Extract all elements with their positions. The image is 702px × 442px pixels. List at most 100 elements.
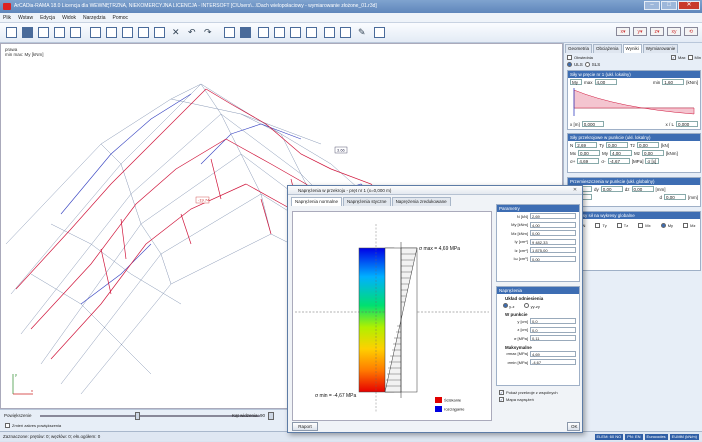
menu-item-plik[interactable]: Plik <box>3 15 12 21</box>
force-diagram <box>573 88 695 116</box>
view-x-button[interactable]: x▾ <box>616 27 630 36</box>
layers-icon[interactable] <box>340 27 351 38</box>
diagram-my-radio[interactable]: My <box>658 222 673 229</box>
tab-shear-stress[interactable]: Naprężenia styczne <box>343 197 391 206</box>
bar-icon[interactable] <box>122 27 133 38</box>
obwiednia-checkbox[interactable]: Obwiednia <box>567 54 593 61</box>
min-field[interactable]: 1,60 <box>662 79 685 85</box>
menu-item-narzedzia[interactable]: Narzędzia <box>82 15 106 21</box>
yy-zy-radio[interactable]: yy-zy <box>524 303 540 309</box>
view-3d-icon[interactable] <box>274 27 285 38</box>
tab-obciazenia[interactable]: Obciążenia <box>593 44 622 53</box>
tab-geometria[interactable]: Geometria <box>565 44 593 53</box>
load-icon[interactable] <box>154 27 165 38</box>
parameters-title: Parametry <box>497 205 579 212</box>
zoom-slider[interactable] <box>40 415 260 417</box>
tz-field[interactable]: 0,00 <box>637 142 660 148</box>
tools-icon[interactable]: ✎ <box>358 27 366 37</box>
menu-item-pomoc[interactable]: Pomoc <box>112 15 129 21</box>
diagram-ty-checkbox[interactable]: Ty <box>592 222 607 229</box>
save-icon[interactable] <box>38 27 49 38</box>
status-badge-pn: PN: EN <box>625 434 643 440</box>
undo-icon[interactable]: ↶ <box>188 27 196 37</box>
sigma-x-button[interactable]: σ [x] <box>645 158 660 164</box>
tab-wymiarowanie[interactable]: Wymiarowanie <box>642 44 679 53</box>
sls-radio[interactable] <box>584 62 590 67</box>
tab-reduced-stress[interactable]: Naprężenia zredukowane <box>391 197 451 206</box>
menu-item-widok[interactable]: Widok <box>62 15 76 21</box>
n-field[interactable]: 2,69 <box>575 142 598 148</box>
dialog-close-icon[interactable]: ✕ <box>572 187 578 193</box>
d-field[interactable]: 0,00 <box>664 194 686 200</box>
point-z-field[interactable]: 0,0 <box>530 326 576 333</box>
max-checkbox[interactable]: ✓ Max <box>670 55 686 60</box>
ok-button[interactable]: OK <box>567 422 580 431</box>
my-field[interactable]: 4,00 <box>610 150 632 156</box>
param-my: 4,00 <box>530 221 576 228</box>
settings-icon[interactable] <box>374 27 385 38</box>
view-y-button[interactable]: y▾ <box>633 27 647 36</box>
show-sections-checkbox[interactable]: ✓ Pokaż przekroje z wspólnych <box>499 390 558 395</box>
uls-radio[interactable] <box>567 62 572 67</box>
support-icon[interactable] <box>138 27 149 38</box>
x-field[interactable]: 0,000 <box>581 121 604 127</box>
view-z-button[interactable]: z▾ <box>650 27 664 36</box>
sigma-plus-field[interactable]: 4,69 <box>577 158 600 164</box>
view-angle-handle[interactable] <box>268 412 274 420</box>
xl-field[interactable]: 0,000 <box>676 121 698 127</box>
mz-field[interactable]: 0,00 <box>642 150 664 156</box>
dy-field[interactable]: 0,00 <box>600 186 623 192</box>
frame-icon[interactable] <box>90 27 101 38</box>
tab-normal-stress[interactable]: Naprężenia normalne <box>291 197 343 206</box>
menu-item-edycja[interactable]: Edycja <box>40 15 56 21</box>
zoom-label: Powiększenie <box>4 413 32 418</box>
point-y-field[interactable]: 0,0 <box>530 318 576 325</box>
report-icon[interactable] <box>324 27 335 38</box>
forces-section-title: Siły w pręcie nr 1 (ukł. lokalny) <box>568 71 700 78</box>
param-iy: 9 482,33 <box>530 238 576 245</box>
grid-icon[interactable] <box>54 27 65 38</box>
view-iso-button[interactable]: xy <box>667 27 681 36</box>
view-icon[interactable] <box>290 27 301 38</box>
diagram-mx-checkbox[interactable]: Mx <box>635 222 651 229</box>
menu-item-wstaw[interactable]: Wstaw <box>18 15 34 21</box>
report-button[interactable]: Raport <box>292 422 318 431</box>
zoom-range-checkbox[interactable]: Zmień zakres powiększenia <box>2 422 61 429</box>
tab-wyniki[interactable]: Wyniki <box>622 44 642 53</box>
ty-field[interactable]: 0,00 <box>606 142 629 148</box>
legend-tension-swatch <box>435 406 442 412</box>
minimize-button[interactable]: – <box>644 1 660 10</box>
redo-icon[interactable]: ↷ <box>204 27 212 37</box>
global-diagrams-section: Wykresy sił na wykresy globalne N Ty Tz … <box>567 211 701 271</box>
legend-tension-label: rozciąganie <box>444 407 465 412</box>
close-button[interactable]: ✕ <box>678 1 700 10</box>
max-field[interactable]: 4,00 <box>594 79 617 85</box>
table-icon[interactable] <box>224 27 235 38</box>
diagram-tz-checkbox[interactable]: Tz <box>614 222 628 229</box>
calc-icon[interactable] <box>258 27 269 38</box>
select-icon[interactable] <box>70 27 81 38</box>
point-label: W punkcie <box>505 312 528 317</box>
force-select[interactable]: My <box>570 79 582 85</box>
yz-radio[interactable]: y-z <box>503 303 514 309</box>
forces-section: Siły w pręcie nr 1 (ukł. lokalny) My max… <box>567 70 701 130</box>
title-bar: ArCADia-RAMA 18.0 Licencja dla WEWNĘTRZN… <box>0 0 702 13</box>
results-icon[interactable] <box>240 27 251 38</box>
open-file-icon[interactable] <box>22 27 33 38</box>
new-file-icon[interactable] <box>6 27 17 38</box>
delete-icon[interactable]: ✕ <box>172 27 180 37</box>
section-forces-point: Siły przekrojowe w punkcie (ukł. lokalny… <box>567 133 701 173</box>
stress-map-checkbox[interactable]: ✓ Mapa naprężeń <box>499 397 534 402</box>
menu-bar: Plik Wstaw Edycja Widok Narzędzia Pomoc <box>0 13 702 23</box>
min-checkbox[interactable]: Min <box>687 54 701 61</box>
node-icon[interactable] <box>106 27 117 38</box>
maximize-button[interactable]: □ <box>661 1 677 10</box>
view-reset-button[interactable]: ⟲ <box>684 27 698 36</box>
sigma-minus-field[interactable]: -4,67 <box>607 158 630 164</box>
dz-field[interactable]: 0,00 <box>631 186 654 192</box>
section-icon[interactable] <box>306 27 317 38</box>
axis-triad: y x <box>12 372 33 395</box>
diagram-mz-checkbox[interactable]: Mz <box>680 222 695 229</box>
zoom-slider-handle[interactable] <box>135 412 140 420</box>
mx-field[interactable]: 0,00 <box>578 150 600 156</box>
